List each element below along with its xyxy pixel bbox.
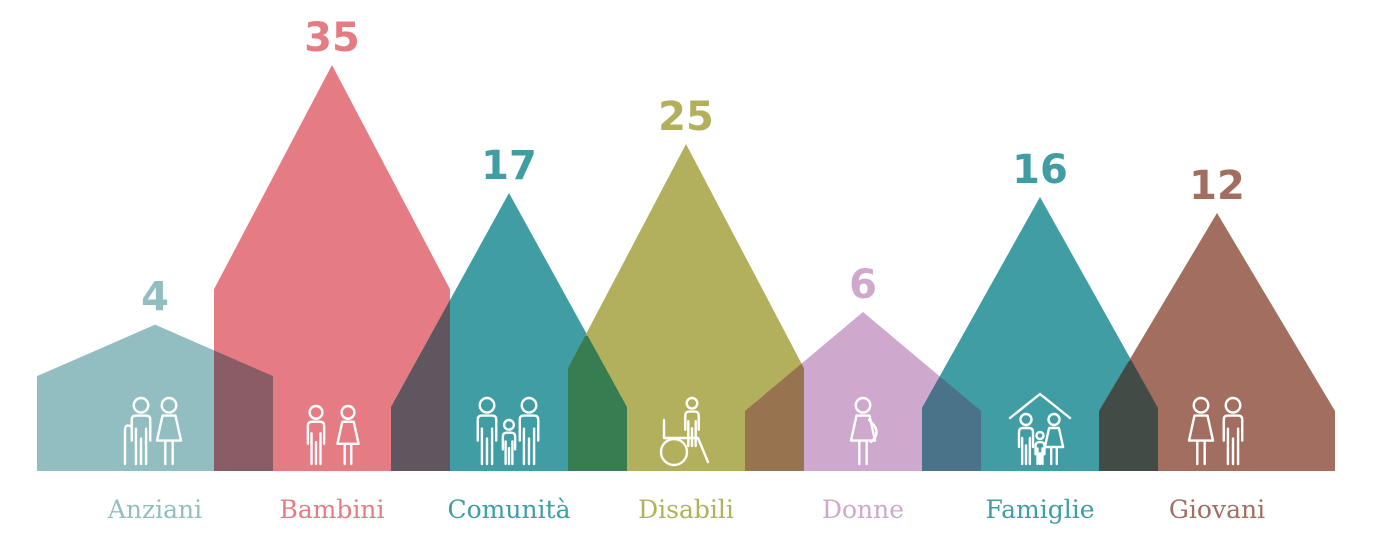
- overlap-2: [391, 300, 450, 471]
- value-label: 12: [1189, 163, 1245, 209]
- peak-2: [214, 65, 450, 471]
- community-icon: [476, 396, 540, 466]
- value-label: 16: [1012, 147, 1068, 193]
- value-label: 4: [141, 275, 169, 321]
- category-label: Bambini: [279, 495, 384, 524]
- category-icons: [123, 392, 1244, 467]
- overlap-1: [214, 350, 273, 471]
- overlap-3: [568, 335, 627, 471]
- value-label: 6: [849, 262, 877, 308]
- young-couple-icon: [1187, 396, 1244, 466]
- overlap-4: [745, 363, 804, 471]
- value-labels: 4 35 17 25 6 16 12: [141, 15, 1245, 321]
- value-label: 25: [658, 94, 714, 140]
- category-label: Giovani: [1169, 495, 1265, 524]
- children-icon: [306, 404, 360, 466]
- pregnant-woman-icon: [849, 396, 878, 466]
- category-labels: Anziani Bambini Comunità Disabili Donne Famig…: [107, 495, 1265, 524]
- category-label: Comunità: [447, 495, 570, 524]
- value-label: 35: [304, 15, 360, 61]
- category-label: Anziani: [107, 495, 202, 524]
- peak-7: [1099, 213, 1335, 471]
- wheelchair-user-icon: [659, 396, 710, 467]
- peak-4: [568, 144, 804, 471]
- peak-overlaps: [214, 300, 1158, 471]
- elderly-couple-icon: [123, 396, 183, 466]
- overlap-6: [1099, 359, 1158, 471]
- overlap-5: [922, 377, 981, 471]
- peak-6: [922, 197, 1158, 471]
- category-label: Famiglie: [985, 495, 1094, 524]
- category-label: Donne: [822, 495, 904, 524]
- category-label: Disabili: [638, 495, 734, 524]
- family-home-icon: [1008, 392, 1072, 466]
- value-label: 17: [481, 143, 537, 189]
